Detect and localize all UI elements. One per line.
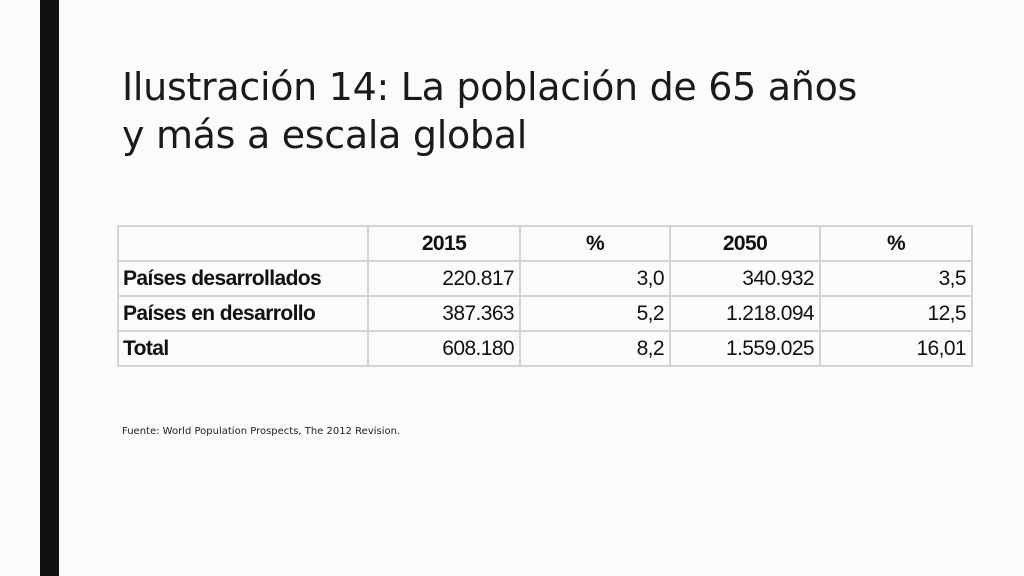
table-header-2015: 2015: [367, 225, 521, 262]
table-header-2050: 2050: [669, 225, 821, 262]
table-header-percent-2015: %: [519, 225, 671, 262]
table-header-empty: [117, 225, 369, 262]
table-cell: 608.180: [367, 330, 521, 367]
slide-title-line-1: Ilustración 14: La población de 65 años: [122, 65, 858, 109]
table-cell: 3,0: [519, 260, 671, 297]
table-row: Total 608.180 8,2 1.559.025 16,01: [117, 330, 973, 367]
table-cell: 8,2: [519, 330, 671, 367]
source-note: Fuente: World Population Prospects, The …: [122, 426, 401, 437]
row-label-developing: Países en desarrollo: [117, 295, 369, 332]
table-header-percent-2050: %: [819, 225, 973, 262]
table-cell: 16,01: [819, 330, 973, 367]
accent-bar: [40, 0, 59, 576]
table-cell: 220.817: [367, 260, 521, 297]
table-row: Países en desarrollo 387.363 5,2 1.218.0…: [117, 295, 973, 332]
table-cell: 1.218.094: [669, 295, 821, 332]
slide-title-line-2: y más a escala global: [122, 113, 527, 157]
table-cell: 340.932: [669, 260, 821, 297]
table-cell: 12,5: [819, 295, 973, 332]
slide-title: Ilustración 14: La población de 65 años …: [122, 63, 982, 159]
table-cell: 1.559.025: [669, 330, 821, 367]
table-header-row: 2015 % 2050 %: [117, 225, 973, 262]
table-cell: 5,2: [519, 295, 671, 332]
row-label-developed: Países desarrollados: [117, 260, 369, 297]
table-cell: 3,5: [819, 260, 973, 297]
row-label-total: Total: [117, 330, 369, 367]
population-table: 2015 % 2050 % Países desarrollados 220.8…: [117, 225, 973, 367]
table-row: Países desarrollados 220.817 3,0 340.932…: [117, 260, 973, 297]
table-cell: 387.363: [367, 295, 521, 332]
